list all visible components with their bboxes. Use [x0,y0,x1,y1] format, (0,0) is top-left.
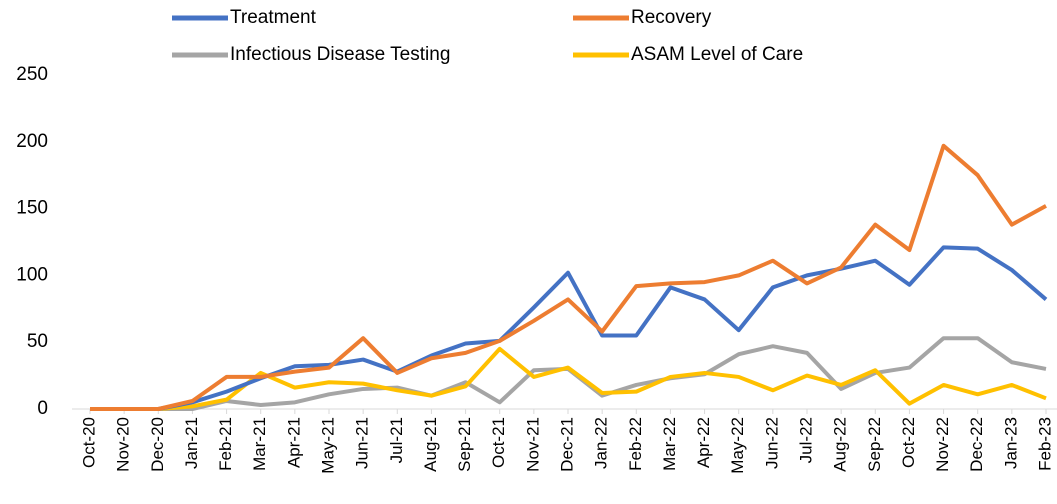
y-tick-label: 150 [16,198,48,219]
x-tick-label: Jan-21 [182,417,201,469]
x-tick-label: Feb-22 [626,417,645,471]
x-tick-label: Sep-22 [865,417,884,472]
x-tick-label: Dec-20 [148,417,167,472]
x-tick-label: Mar-21 [250,417,269,471]
x-tick-label: Feb-23 [1035,417,1054,471]
x-tick-label: Dec-22 [967,417,986,472]
series-line [90,245,1048,411]
y-tick-label: 50 [27,331,48,352]
x-tick-label: Oct-22 [899,417,918,468]
x-tick-label: Dec-21 [557,417,576,472]
x-tick-label: Nov-22 [933,417,952,472]
x-tick-label: Apr-21 [284,417,303,468]
x-tick-label: Aug-21 [421,417,440,472]
series-line [90,143,1047,411]
x-tick-label: May-21 [318,417,337,474]
legend-label: ASAM Level of Care [631,44,803,65]
x-tick-label: Jan-22 [592,417,611,469]
x-tick-label: Jun-22 [762,417,781,469]
legend-label: Infectious Disease Testing [230,44,450,65]
y-tick-label: 200 [16,131,48,152]
legend-label: Treatment [230,7,317,28]
x-tick-label: Jun-21 [353,417,372,469]
x-tick-label: Nov-21 [523,417,542,472]
x-tick-label: May-22 [728,417,747,474]
x-tick-label: Oct-20 [79,417,98,468]
y-tick-label: 100 [16,264,48,285]
x-tick-label: Feb-21 [216,417,235,471]
x-tick-label: Jul-21 [387,417,406,463]
x-tick-label: Jan-23 [1001,417,1020,469]
x-tick-label: Jul-22 [796,417,815,463]
y-tick-label: 250 [16,64,48,85]
x-tick-label: Mar-22 [660,417,679,471]
legend-label: Recovery [631,7,712,28]
x-tick-label: Apr-22 [694,417,713,468]
y-tick-label: 0 [37,398,48,419]
x-tick-label: Oct-21 [489,417,508,468]
x-tick-label: Sep-21 [455,417,474,472]
x-tick-label: Aug-22 [831,417,850,472]
x-tick-label: Nov-20 [114,417,133,472]
